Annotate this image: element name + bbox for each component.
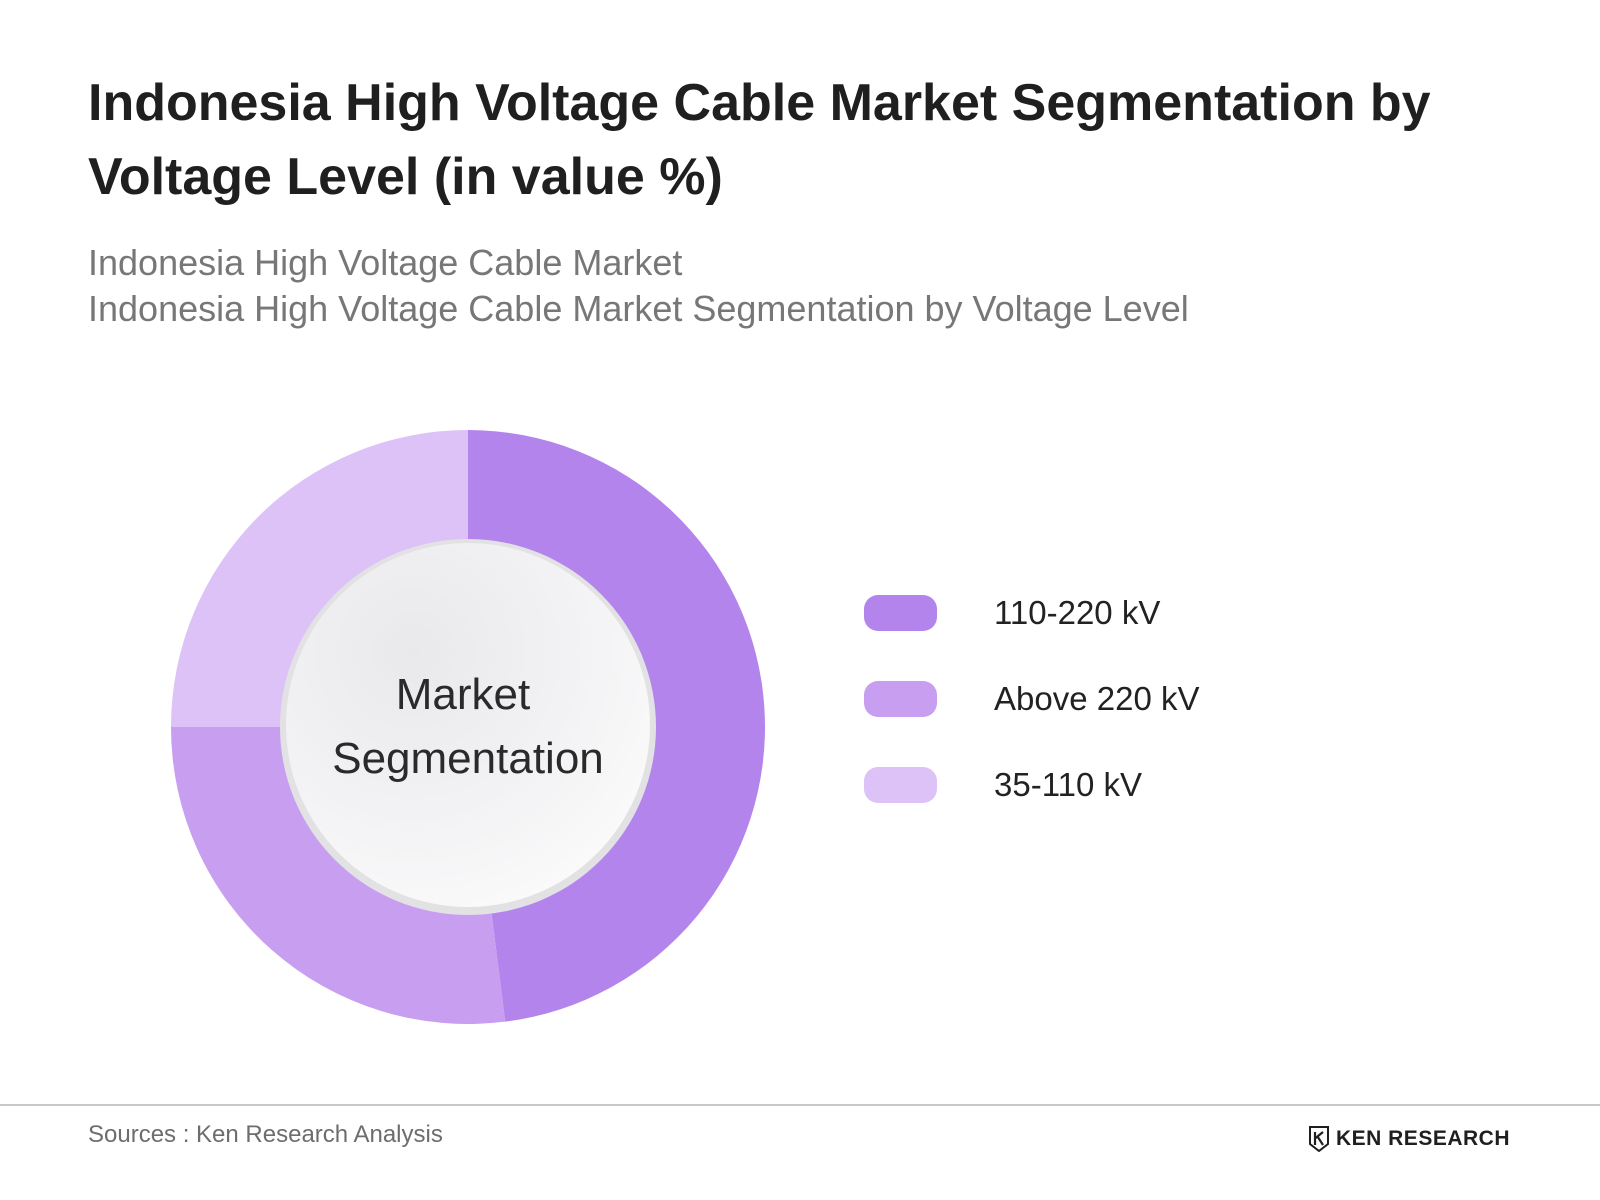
chart-title: Indonesia High Voltage Cable Market Segm…	[88, 74, 1431, 206]
source-note: Sources : Ken Research Analysis	[88, 1121, 443, 1148]
legend-label: 35-110 kV	[994, 766, 1142, 803]
footer-divider	[0, 1104, 1600, 1106]
donut-slice-110-220-kv	[468, 430, 766, 1022]
chart-legend: 110-220 kV Above 220 kV 35-110 kV	[864, 594, 1464, 853]
legend-swatch	[864, 681, 937, 717]
donut-slice-above-220-kv	[171, 727, 506, 1024]
legend-item: 35-110 kV	[864, 766, 1464, 803]
legend-item: Above 220 kV	[864, 680, 1464, 717]
donut-center-label-line1: Market	[396, 670, 530, 719]
legend-label: 110-220 kV	[994, 594, 1161, 631]
brand-logo: KEN RESEARCH	[1308, 1124, 1510, 1154]
legend-swatch	[864, 767, 937, 803]
donut-slices	[171, 430, 766, 1024]
donut-center	[286, 543, 650, 907]
legend-swatch	[864, 595, 937, 631]
legend-label: Above 220 kV	[994, 680, 1200, 717]
brand-name: KEN RESEARCH	[1335, 1127, 1510, 1150]
chart-subtitle-line2: Indonesia High Voltage Cable Market Segm…	[88, 288, 1189, 329]
chart-subtitle-line1: Indonesia High Voltage Cable Market	[88, 242, 683, 283]
ken-research-logo-icon	[1308, 1126, 1329, 1152]
donut-slice-35-110-kv	[171, 430, 468, 727]
donut-center-label-line2: Segmentation	[332, 734, 604, 783]
legend-item: 110-220 kV	[864, 594, 1464, 631]
